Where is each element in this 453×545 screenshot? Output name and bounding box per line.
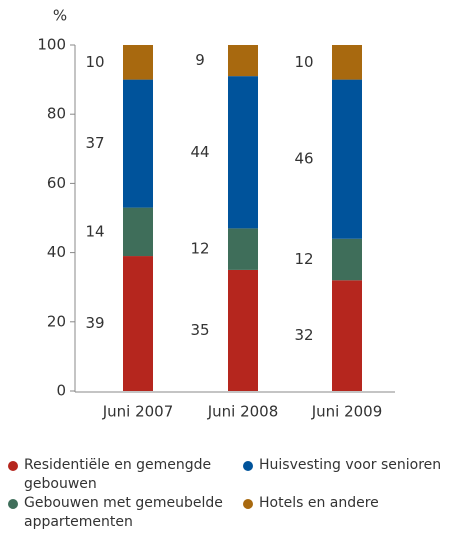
bar-segment [332, 238, 362, 281]
x-tick-label: Juni 2007 [102, 403, 174, 421]
legend-item: Residentiële en gemengde gebouwen [8, 456, 243, 494]
bar-segment [332, 45, 362, 80]
value-label: 46 [294, 150, 313, 168]
y-tick-label: 0 [56, 382, 66, 400]
bar-segment [228, 228, 258, 270]
value-label: 35 [190, 321, 209, 339]
legend-label: Hotels en andere [259, 495, 379, 511]
bar-segment [123, 207, 153, 257]
bar-segment [123, 79, 153, 208]
y-tick-label: 100 [37, 36, 66, 54]
value-label: 37 [85, 134, 104, 152]
legend: Residentiële en gemengde gebouwen Gebouwe… [8, 456, 453, 532]
bar-segment [228, 45, 258, 77]
y-axis-label: % [53, 7, 67, 25]
y-tick-label: 20 [47, 312, 66, 330]
bar-segment [332, 280, 362, 391]
legend-marker [243, 499, 253, 509]
legend-label: Huisvesting voor senioren [259, 457, 442, 473]
bar-segment [123, 45, 153, 80]
bar-segment [123, 256, 153, 391]
y-tick-label: 40 [47, 243, 66, 261]
bar-segment [332, 79, 362, 239]
y-tick-label: 60 [47, 174, 66, 192]
value-label: 39 [85, 314, 104, 332]
legend-marker [8, 499, 18, 509]
value-label: 14 [85, 222, 104, 240]
bar-segment [228, 76, 258, 229]
x-tick-label: Juni 2009 [311, 403, 383, 421]
legend-label: Residentiële en gemengde gebouwen [24, 457, 212, 492]
bar-segment [228, 269, 258, 391]
legend-item: Huisvesting voor senioren [243, 456, 453, 494]
value-label: 10 [294, 53, 313, 71]
value-label: 10 [85, 53, 104, 71]
legend-item: Hotels en andere [243, 494, 453, 532]
value-label: 9 [195, 51, 205, 69]
value-label: 32 [294, 326, 313, 344]
value-label: 12 [294, 250, 313, 268]
legend-marker [8, 461, 18, 471]
legend-marker [243, 461, 253, 471]
value-label: 44 [190, 143, 209, 161]
value-label: 12 [190, 240, 209, 258]
legend-label: Gebouwen met gemeubelde appartementen [24, 495, 223, 530]
y-tick-label: 80 [47, 105, 66, 123]
legend-item: Gebouwen met gemeubelde appartementen [8, 494, 243, 532]
x-tick-label: Juni 2008 [207, 403, 279, 421]
chart: % 0 20 40 60 80 100 Juni 2007 39 14 37 10 Juni 2008… [37, 7, 395, 421]
